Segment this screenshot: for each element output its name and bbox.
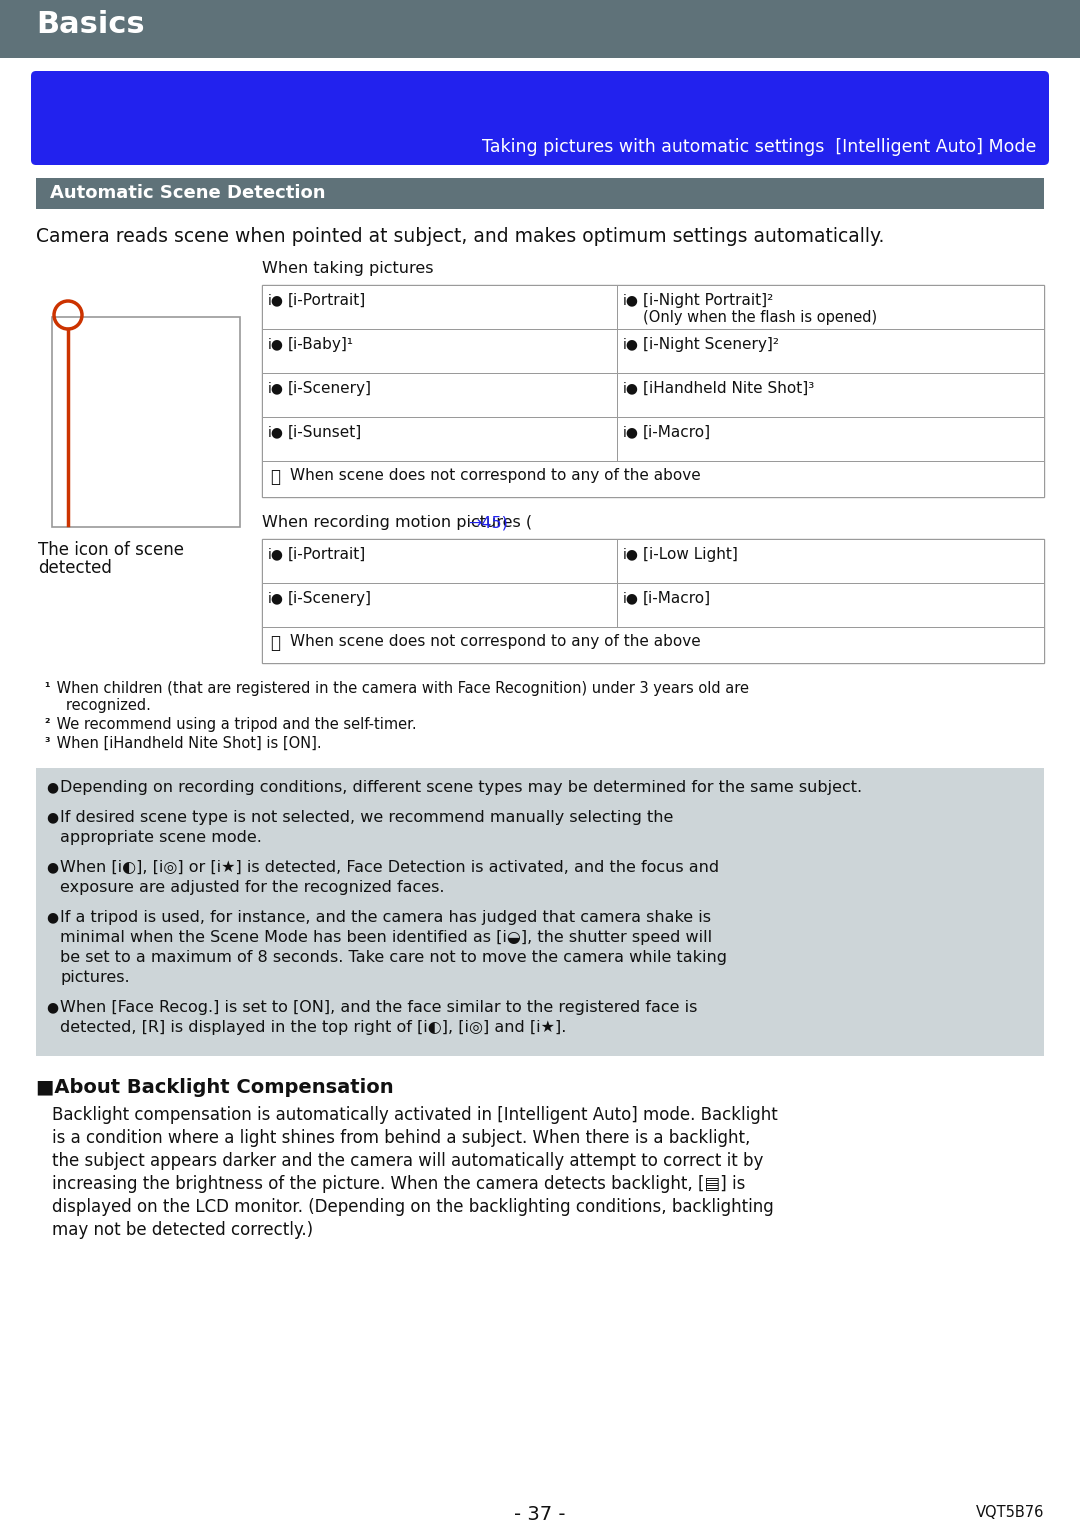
Text: Ⓐ: Ⓐ <box>270 468 280 487</box>
Text: appropriate scene mode.: appropriate scene mode. <box>60 830 261 844</box>
Text: (Only when the flash is opened): (Only when the flash is opened) <box>643 310 877 325</box>
Text: Depending on recording conditions, different scene types may be determined for t: Depending on recording conditions, diffe… <box>60 780 862 795</box>
Text: We recommend using a tripod and the self-timer.: We recommend using a tripod and the self… <box>52 717 417 732</box>
Bar <box>617 328 1044 373</box>
Text: [i-Sunset]: [i-Sunset] <box>288 425 362 441</box>
Text: ●: ● <box>46 780 58 794</box>
Text: If desired scene type is not selected, we recommend manually selecting the: If desired scene type is not selected, w… <box>60 810 673 824</box>
Text: i●: i● <box>268 546 284 560</box>
Bar <box>262 626 1044 663</box>
Text: Backlight compensation is automatically activated in [Intelligent Auto] mode. Ba: Backlight compensation is automatically … <box>52 1107 778 1124</box>
Text: When [Face Recog.] is set to [ON], and the face similar to the registered face i: When [Face Recog.] is set to [ON], and t… <box>60 999 698 1015</box>
Text: ¹: ¹ <box>44 682 50 694</box>
Text: i●: i● <box>268 338 284 352</box>
Text: i●: i● <box>623 293 639 307</box>
Text: minimal when the Scene Mode has been identified as [i◒], the shutter speed will: minimal when the Scene Mode has been ide… <box>60 930 712 946</box>
Text: [iHandheld Nite Shot]³: [iHandheld Nite Shot]³ <box>643 381 814 396</box>
Text: increasing the brightness of the picture. When the camera detects backlight, [▤]: increasing the brightness of the picture… <box>52 1174 745 1193</box>
Bar <box>36 768 1044 1056</box>
Text: [i-Scenery]: [i-Scenery] <box>288 591 372 606</box>
Bar <box>262 583 617 626</box>
Bar <box>617 583 1044 626</box>
Text: displayed on the LCD monitor. (Depending on the backlighting conditions, backlig: displayed on the LCD monitor. (Depending… <box>52 1197 773 1216</box>
Text: [i-Portrait]: [i-Portrait] <box>288 546 366 562</box>
Text: [i-Portrait]: [i-Portrait] <box>288 293 366 309</box>
Text: Automatic Scene Detection: Automatic Scene Detection <box>50 184 325 203</box>
Text: →45): →45) <box>469 516 509 530</box>
Bar <box>262 539 617 583</box>
Text: i●: i● <box>623 591 639 605</box>
Text: i●: i● <box>623 338 639 352</box>
Text: be set to a maximum of 8 seconds. Take care not to move the camera while taking: be set to a maximum of 8 seconds. Take c… <box>60 950 727 966</box>
Text: Basics: Basics <box>36 11 145 38</box>
Text: exposure are adjusted for the recognized faces.: exposure are adjusted for the recognized… <box>60 880 445 895</box>
Text: pictures.: pictures. <box>60 970 130 985</box>
Text: [i-Night Scenery]²: [i-Night Scenery]² <box>643 338 779 352</box>
Text: [i-Macro]: [i-Macro] <box>643 591 711 606</box>
Bar <box>617 373 1044 418</box>
Text: the subject appears darker and the camera will automatically attempt to correct : the subject appears darker and the camer… <box>52 1151 764 1170</box>
Bar <box>262 286 617 328</box>
Text: - 37 -: - 37 - <box>514 1504 566 1524</box>
Text: i●: i● <box>268 591 284 605</box>
Text: Taking pictures with automatic settings  [Intelligent Auto] Mode: Taking pictures with automatic settings … <box>482 138 1036 157</box>
Bar <box>262 418 617 460</box>
Text: detected, [R] is displayed in the top right of [i◐], [i◎] and [i★].: detected, [R] is displayed in the top ri… <box>60 1019 566 1035</box>
Text: i●: i● <box>268 425 284 439</box>
Text: ■About Backlight Compensation: ■About Backlight Compensation <box>36 1078 393 1098</box>
Text: detected: detected <box>38 559 112 577</box>
Text: ●: ● <box>46 860 58 873</box>
Bar <box>52 318 240 527</box>
Text: Camera reads scene when pointed at subject, and makes optimum settings automatic: Camera reads scene when pointed at subje… <box>36 227 885 246</box>
Text: When [iHandheld Nite Shot] is [ON].: When [iHandheld Nite Shot] is [ON]. <box>52 735 322 751</box>
Bar <box>617 539 1044 583</box>
Text: [i-Scenery]: [i-Scenery] <box>288 381 372 396</box>
Text: i●: i● <box>623 381 639 394</box>
Text: [i-Macro]: [i-Macro] <box>643 425 711 441</box>
Text: [i-Baby]¹: [i-Baby]¹ <box>288 338 354 352</box>
Text: When taking pictures: When taking pictures <box>262 261 433 276</box>
Text: [i-Night Portrait]²: [i-Night Portrait]² <box>643 293 773 309</box>
Text: Ⓐ: Ⓐ <box>270 634 280 652</box>
Text: may not be detected correctly.): may not be detected correctly.) <box>52 1220 313 1239</box>
Text: When scene does not correspond to any of the above: When scene does not correspond to any of… <box>291 634 701 649</box>
Bar <box>36 178 1044 209</box>
Text: When recording motion pictures (: When recording motion pictures ( <box>262 516 532 530</box>
Bar <box>262 460 1044 497</box>
Bar <box>262 373 617 418</box>
Text: recognized.: recognized. <box>52 698 151 712</box>
Bar <box>262 328 617 373</box>
Text: When scene does not correspond to any of the above: When scene does not correspond to any of… <box>291 468 701 484</box>
Text: ³: ³ <box>44 735 50 749</box>
Bar <box>0 0 1080 58</box>
Text: VQT5B76: VQT5B76 <box>975 1504 1044 1520</box>
Text: i●: i● <box>623 546 639 560</box>
Text: ●: ● <box>46 999 58 1015</box>
Text: If a tripod is used, for instance, and the camera has judged that camera shake i: If a tripod is used, for instance, and t… <box>60 910 711 926</box>
Text: i●: i● <box>268 381 284 394</box>
FancyBboxPatch shape <box>31 71 1049 164</box>
Bar <box>262 539 1044 663</box>
Text: is a condition where a light shines from behind a subject. When there is a backl: is a condition where a light shines from… <box>52 1130 751 1147</box>
Text: i●: i● <box>623 425 639 439</box>
Text: The icon of scene: The icon of scene <box>38 540 184 559</box>
Text: ●: ● <box>46 910 58 924</box>
Text: ²: ² <box>44 717 50 731</box>
Text: ●: ● <box>46 810 58 824</box>
Text: [i-Low Light]: [i-Low Light] <box>643 546 738 562</box>
Bar <box>617 286 1044 328</box>
Bar <box>262 286 1044 497</box>
Text: i●: i● <box>268 293 284 307</box>
Text: When children (that are registered in the camera with Face Recognition) under 3 : When children (that are registered in th… <box>52 682 750 695</box>
Text: When [i◐], [i◎] or [i★] is detected, Face Detection is activated, and the focus : When [i◐], [i◎] or [i★] is detected, Fac… <box>60 860 719 875</box>
Bar <box>617 418 1044 460</box>
